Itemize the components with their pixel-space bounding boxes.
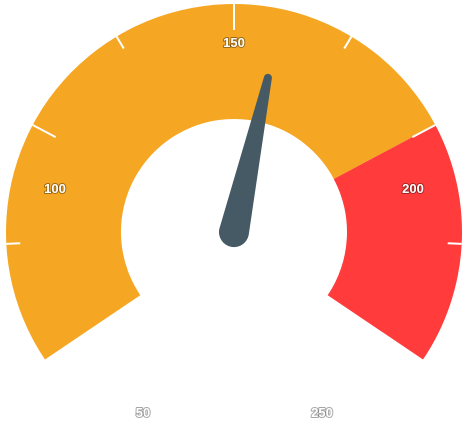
gauge-tick-labels: 50 100 150 200 250 xyxy=(43,34,425,421)
minor-tick-175 xyxy=(343,36,353,50)
minor-tick-125 xyxy=(115,36,125,50)
minor-tick-75 xyxy=(6,242,21,245)
gauge-needle xyxy=(218,73,272,248)
major-tick-200 xyxy=(411,124,436,139)
tick-label-250: 250 xyxy=(311,405,333,420)
gauge-ticks xyxy=(6,4,462,245)
tick-label-200: 200 xyxy=(402,181,424,196)
tick-label-50: 50 xyxy=(136,405,150,420)
gauge-band-0 xyxy=(5,4,436,360)
major-tick-100 xyxy=(32,124,57,139)
tick-label-150: 150 xyxy=(223,35,245,50)
gauge-band-1 xyxy=(327,124,462,360)
gauge-bands xyxy=(5,4,462,360)
needle-pointer xyxy=(218,73,272,248)
minor-tick-225 xyxy=(447,242,462,245)
tick-label-100: 100 xyxy=(44,181,66,196)
